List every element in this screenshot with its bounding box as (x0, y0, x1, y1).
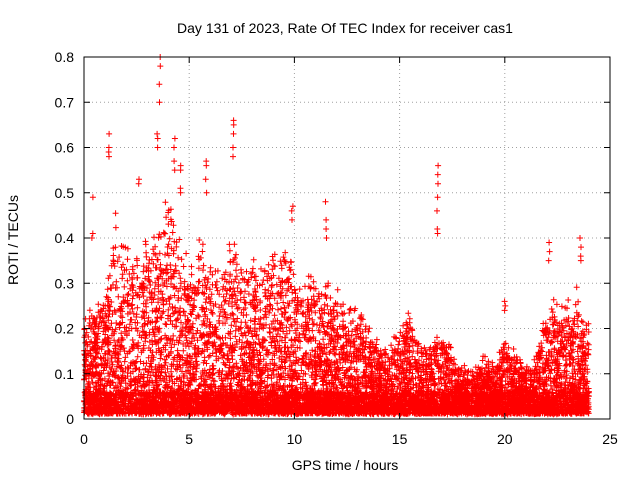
data-points (81, 54, 592, 418)
x-tick-label: 10 (287, 431, 303, 447)
x-tick-label: 15 (392, 431, 408, 447)
x-tick-label: 20 (497, 431, 513, 447)
x-tick-label: 0 (80, 431, 88, 447)
y-tick-label: 0.2 (55, 321, 75, 337)
y-tick-label: 0.8 (55, 49, 75, 65)
x-tick-label: 5 (185, 431, 193, 447)
axis-ticks: 0 5 10 15 20 25 0 0.1 0.2 0.3 0.4 0.5 0.6 0.7 0.8 (55, 49, 618, 447)
y-tick-label: 0.3 (55, 275, 75, 291)
roti-point-markers (81, 54, 592, 418)
x-tick-label: 25 (602, 431, 618, 447)
x-axis-label: GPS time / hours (292, 457, 399, 473)
y-tick-label: 0 (66, 411, 74, 427)
chart-title: Day 131 of 2023, Rate Of TEC Index for r… (177, 20, 513, 36)
grid-lines (84, 57, 610, 419)
y-tick-label: 0.4 (55, 230, 75, 246)
y-axis-label: ROTI / TECUs (5, 195, 21, 285)
y-tick-label: 0.6 (55, 140, 75, 156)
y-tick-label: 0.5 (55, 185, 75, 201)
y-tick-label: 0.1 (55, 366, 75, 382)
y-tick-label: 0.7 (55, 94, 75, 110)
